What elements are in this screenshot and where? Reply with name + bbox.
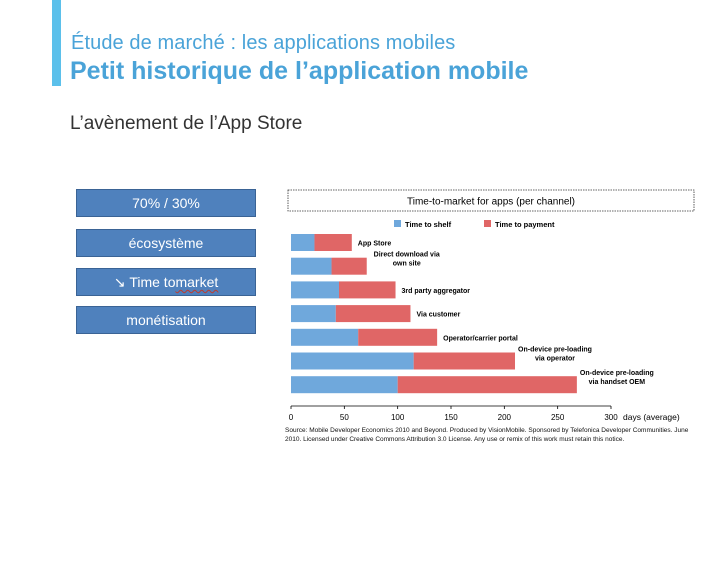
x-axis-label: days (average) <box>623 412 680 422</box>
bar-segment <box>397 376 577 394</box>
x-tick-label: 250 <box>551 413 565 422</box>
bar-segment <box>331 257 367 275</box>
chart-title-box <box>287 189 695 212</box>
legend-label: Time to payment <box>495 220 555 229</box>
category-label: On-device pre-loading <box>580 370 654 377</box>
time-to-market-chart: Time-to-market for apps (per channel) Tim… <box>287 189 695 422</box>
key-point-ecosystem: écosystème <box>76 229 256 257</box>
key-point-label: écosystème <box>128 235 204 251</box>
bar-segment <box>358 328 438 346</box>
bar-segment <box>291 328 359 346</box>
section-heading: L’avènement de l’App Store <box>70 113 303 134</box>
category-label: Direct download via <box>374 252 440 259</box>
key-point-monetization: monétisation <box>76 306 256 334</box>
bar-segment <box>335 305 411 323</box>
legend-label: Time to shelf <box>405 220 452 229</box>
category-label: On-device pre-loading <box>518 347 592 354</box>
bar-segment <box>314 234 352 251</box>
category-label: App Store <box>358 241 392 248</box>
bar-segment <box>291 305 336 323</box>
key-point-label: monétisation <box>126 312 206 328</box>
slide-title: Petit historique de l’application mobile <box>70 57 529 85</box>
chart-source-note: Source: Mobile Developer Economics 2010 … <box>285 427 689 443</box>
arrow-down-right-icon: ↘ <box>113 273 126 290</box>
bar-segment <box>291 281 339 299</box>
bar-segment <box>291 234 315 251</box>
category-label: via operator <box>535 356 575 363</box>
accent-bar <box>52 0 61 86</box>
category-label: 3rd party aggregator <box>402 288 471 295</box>
bar-segment <box>291 352 414 370</box>
key-point-label: Time to <box>129 274 176 290</box>
x-tick-label: 300 <box>604 413 618 422</box>
legend-swatch <box>484 220 491 227</box>
x-tick-label: 150 <box>444 413 458 422</box>
bar-segment <box>291 257 332 275</box>
x-tick-label: 50 <box>340 413 349 422</box>
slide-subtitle: Étude de marché : les applications mobil… <box>71 32 456 54</box>
key-point-label: 70% / 30% <box>132 195 200 211</box>
category-label: Via customer <box>416 312 460 319</box>
bar-segment <box>413 352 515 370</box>
key-point-revenue-split: 70% / 30% <box>76 189 256 217</box>
category-label: via handset OEM <box>589 379 646 386</box>
category-label: own site <box>393 261 421 268</box>
bar-segment <box>291 376 398 394</box>
x-tick-label: 100 <box>391 413 405 422</box>
bar-segment <box>339 281 396 299</box>
x-tick-label: 200 <box>498 413 512 422</box>
chart-title: Time-to-market for apps (per channel) <box>407 197 575 208</box>
legend-swatch <box>394 220 401 227</box>
x-tick-label: 0 <box>289 413 294 422</box>
key-point-squiggled-word: market <box>175 274 219 290</box>
category-label: Operator/carrier portal <box>443 335 518 342</box>
key-point-time-to-market: ↘ Time to market <box>76 268 256 296</box>
